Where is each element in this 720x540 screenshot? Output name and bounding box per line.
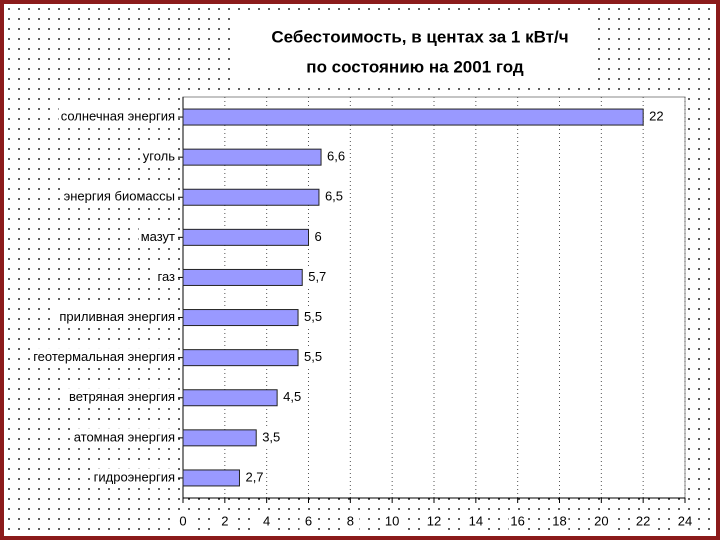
chart-title: Себестоимость, в центах за 1 кВт/ч — [271, 27, 568, 46]
label-bg — [302, 348, 325, 367]
label-bg — [58, 107, 177, 125]
bar — [182, 389, 278, 407]
data-label: 4,5 — [283, 389, 301, 404]
label-bg — [634, 514, 653, 530]
y-tick-label: энергия биомассы — [64, 189, 175, 204]
label-bg — [322, 188, 345, 207]
x-tick-label: 22 — [636, 513, 650, 528]
y-tick-label: солнечная энергия — [61, 108, 175, 123]
label-bg — [281, 388, 304, 407]
label-bg — [306, 268, 329, 287]
y-tick-label: атомная энергия — [74, 429, 175, 444]
bar — [182, 429, 257, 447]
label-bg — [508, 514, 527, 530]
label-bg — [57, 307, 177, 325]
label-bg — [260, 428, 283, 447]
x-tick-label: 4 — [263, 513, 270, 528]
y-tick-label: приливная энергия — [59, 309, 175, 324]
bar — [182, 469, 240, 487]
x-tick-label: 18 — [552, 513, 566, 528]
label-bg — [341, 514, 360, 530]
x-tick-label: 16 — [510, 513, 524, 528]
x-tick-label: 14 — [469, 513, 483, 528]
bar — [182, 188, 320, 206]
data-label: 6,5 — [325, 189, 343, 204]
y-tick-label: ветряная энергия — [69, 389, 175, 404]
data-label: 5,5 — [304, 349, 322, 364]
bar — [182, 228, 309, 246]
y-tick-label: гидроэнергия — [94, 469, 175, 484]
label-bg — [676, 514, 694, 530]
label-bg — [91, 468, 177, 486]
y-tick-label: мазут — [141, 229, 175, 244]
x-tick-label: 0 — [179, 513, 186, 528]
x-tick-label: 20 — [594, 513, 608, 528]
x-tick-label: 10 — [385, 513, 399, 528]
label-bg — [647, 108, 670, 127]
data-label: 2,7 — [245, 469, 263, 484]
x-tick-label: 2 — [221, 513, 228, 528]
label-bg — [243, 468, 266, 487]
label-bg — [215, 514, 234, 530]
bar — [182, 148, 322, 166]
bar — [182, 268, 303, 286]
y-tick-label: геотермальная энергия — [33, 349, 175, 364]
label-bg — [466, 514, 485, 530]
label-bg — [550, 514, 569, 530]
label-bg — [299, 514, 318, 530]
data-label: 5,7 — [308, 269, 326, 284]
label-bg — [592, 514, 611, 530]
label-bg — [31, 348, 177, 366]
bar — [182, 349, 299, 367]
label-bg — [155, 267, 178, 285]
label-bg — [302, 308, 325, 327]
label-bg — [425, 514, 443, 530]
label-bg — [61, 187, 177, 205]
label-bg — [174, 514, 192, 530]
label-bg — [325, 148, 348, 167]
x-tick-label: 8 — [347, 513, 354, 528]
data-label: 6,6 — [327, 149, 345, 164]
label-bg — [71, 428, 177, 446]
label-bg — [257, 514, 276, 530]
bar — [182, 108, 644, 126]
title-box — [235, 18, 593, 86]
x-tick-label: 12 — [427, 513, 441, 528]
label-bg — [140, 147, 178, 165]
data-label: 3,5 — [262, 429, 280, 444]
label-bg — [383, 514, 402, 530]
x-tick-label: 24 — [678, 513, 692, 528]
data-label: 6 — [315, 229, 322, 244]
data-label: 22 — [649, 108, 663, 123]
label-bg — [66, 388, 177, 406]
y-tick-label: газ — [157, 269, 175, 284]
chart-title: по состоянию на 2001 год — [306, 57, 524, 76]
data-label: 5,5 — [304, 309, 322, 324]
x-tick-label: 6 — [305, 513, 312, 528]
bar — [182, 309, 299, 327]
y-tick-label: уголь — [143, 149, 175, 164]
label-bg — [138, 227, 178, 245]
label-bg — [312, 228, 335, 247]
